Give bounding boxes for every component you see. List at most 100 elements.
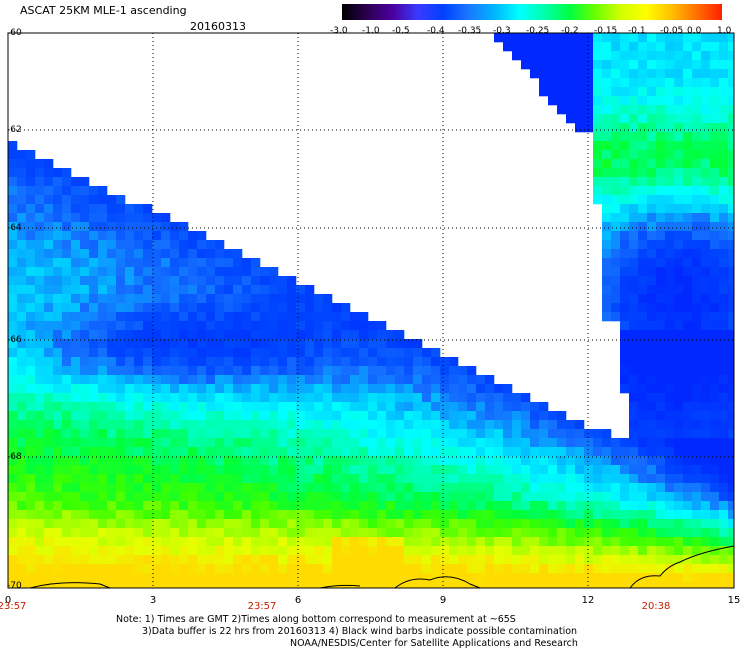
data-cell: [431, 564, 441, 574]
data-cell: [485, 483, 495, 493]
data-cell: [692, 402, 702, 412]
data-cell: [8, 321, 18, 331]
data-cell: [692, 231, 702, 241]
data-cell: [8, 267, 18, 277]
data-cell: [638, 132, 648, 142]
data-cell: [260, 555, 270, 565]
data-cell: [161, 393, 171, 403]
data-cell: [134, 573, 144, 583]
data-cell: [215, 303, 225, 313]
data-cell: [386, 456, 396, 466]
data-cell: [665, 321, 675, 331]
data-cell: [17, 366, 27, 376]
data-cell: [71, 366, 81, 376]
data-cell: [197, 510, 207, 520]
data-cell: [728, 249, 735, 259]
data-cell: [152, 492, 162, 502]
data-cell: [341, 456, 351, 466]
data-cell: [449, 519, 459, 529]
data-cell: [350, 465, 360, 475]
data-cell: [692, 330, 702, 340]
data-cell: [98, 321, 108, 331]
data-cell: [242, 564, 252, 574]
data-cell: [683, 33, 693, 43]
data-cell: [404, 537, 414, 547]
data-cell: [584, 474, 594, 484]
data-cell: [503, 33, 513, 43]
data-cell: [170, 465, 180, 475]
data-cell: [449, 474, 459, 484]
data-cell: [206, 465, 216, 475]
data-cell: [665, 141, 675, 151]
data-cell: [332, 528, 342, 538]
data-cells: [8, 33, 735, 589]
data-cell: [206, 366, 216, 376]
data-cell: [629, 42, 639, 52]
data-cell: [665, 348, 675, 358]
data-cell: [485, 582, 495, 589]
data-cell: [674, 168, 684, 178]
data-cell: [44, 204, 54, 214]
data-cell: [674, 420, 684, 430]
data-cell: [539, 78, 549, 88]
data-cell: [143, 339, 153, 349]
data-cell: [161, 339, 171, 349]
data-cell: [44, 312, 54, 322]
data-cell: [188, 285, 198, 295]
data-cell: [341, 420, 351, 430]
data-cell: [674, 348, 684, 358]
data-cell: [620, 222, 630, 232]
data-cell: [368, 537, 378, 547]
data-cell: [611, 213, 621, 223]
data-cell: [593, 492, 603, 502]
data-cell: [188, 321, 198, 331]
data-cell: [134, 456, 144, 466]
data-cell: [80, 231, 90, 241]
data-cell: [197, 420, 207, 430]
data-cell: [269, 465, 279, 475]
data-cell: [611, 249, 621, 259]
data-cell: [107, 276, 117, 286]
data-cell: [224, 573, 234, 583]
data-cell: [80, 393, 90, 403]
data-cell: [188, 330, 198, 340]
data-cell: [719, 348, 729, 358]
data-cell: [710, 501, 720, 511]
data-cell: [134, 537, 144, 547]
data-cell: [35, 411, 45, 421]
data-cell: [44, 240, 54, 250]
data-cell: [323, 537, 333, 547]
data-cell: [8, 339, 18, 349]
data-cell: [80, 582, 90, 589]
data-cell: [395, 366, 405, 376]
data-cell: [314, 348, 324, 358]
data-cell: [305, 465, 315, 475]
data-cell: [53, 168, 63, 178]
data-cell: [242, 321, 252, 331]
data-cell: [719, 195, 729, 205]
data-cell: [89, 474, 99, 484]
data-cell: [296, 321, 306, 331]
data-cell: [143, 483, 153, 493]
data-cell: [71, 546, 81, 556]
data-cell: [539, 573, 549, 583]
data-cell: [116, 465, 126, 475]
data-cell: [674, 546, 684, 556]
data-cell: [278, 510, 288, 520]
data-cell: [98, 348, 108, 358]
data-cell: [602, 213, 612, 223]
data-cell: [476, 564, 486, 574]
data-cell: [314, 483, 324, 493]
data-cell: [62, 168, 72, 178]
data-cell: [683, 231, 693, 241]
data-cell: [116, 402, 126, 412]
data-cell: [206, 564, 216, 574]
data-cell: [728, 393, 735, 403]
data-cell: [152, 402, 162, 412]
data-cell: [107, 564, 117, 574]
data-cell: [377, 528, 387, 538]
data-cell: [539, 501, 549, 511]
data-cell: [593, 438, 603, 448]
data-cell: [98, 438, 108, 448]
data-cell: [296, 465, 306, 475]
